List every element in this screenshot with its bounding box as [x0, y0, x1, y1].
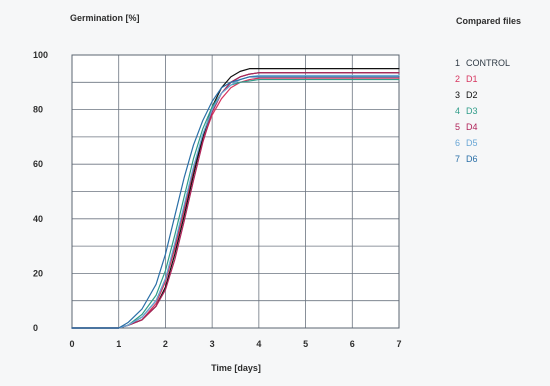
legend-item-number: 6 — [454, 138, 460, 148]
series-layer — [71, 68, 400, 329]
x-tick-label: 5 — [303, 339, 308, 349]
x-tick-labels: 0 1 2 3 4 5 6 7 — [69, 339, 401, 349]
legend-item-number: 2 — [454, 74, 460, 84]
legend-item: 5 D4 — [448, 119, 543, 135]
legend-item: 3 D2 — [448, 87, 543, 103]
legend-item: 2 D1 — [448, 71, 543, 87]
legend-item-label: D2 — [466, 90, 478, 100]
y-tick-label: 40 — [33, 214, 43, 224]
x-tick-label: 6 — [350, 339, 355, 349]
legend-item-label: D1 — [466, 74, 478, 84]
legend-item-label: D4 — [466, 122, 478, 132]
series-line-d5 — [71, 74, 400, 329]
y-tick-label: 0 — [33, 323, 38, 333]
legend-item: 4 D3 — [448, 103, 543, 119]
legend-item-label: CONTROL — [466, 58, 511, 68]
plot-frame — [71, 54, 400, 329]
series-line-d3 — [71, 78, 400, 329]
series-line-d6 — [71, 76, 400, 329]
legend-item: 7 D6 — [448, 151, 543, 167]
legend-item-number: 3 — [454, 90, 460, 100]
legend-item-label: D5 — [466, 138, 478, 148]
x-tick-label: 1 — [116, 339, 121, 349]
legend-item-number: 1 — [454, 58, 460, 68]
legend-item-label: D6 — [466, 154, 478, 164]
legend-title: Compared files — [456, 16, 522, 26]
legend-item: 1 CONTROL — [448, 55, 543, 71]
x-tick-label: 7 — [396, 339, 401, 349]
x-tick-label: 4 — [256, 339, 261, 349]
x-tick-label: 3 — [210, 339, 215, 349]
y-tick-label: 100 — [33, 50, 48, 60]
legend: 1 CONTROL 2 D1 3 D2 4 D3 5 D4 6 D5 7 D6 — [448, 55, 543, 167]
series-line-d4 — [71, 72, 400, 329]
y-tick-label: 60 — [33, 159, 43, 169]
legend-item-label: D3 — [466, 106, 478, 116]
legend-item: 6 D5 — [448, 135, 543, 151]
plot-area — [71, 54, 400, 329]
y-tick-labels: 0 20 40 60 80 100 — [33, 50, 48, 333]
y-tick-label: 80 — [33, 105, 43, 115]
x-tick-label: 2 — [163, 339, 168, 349]
x-axis-label: Time [days] — [211, 363, 261, 373]
x-tick-label: 0 — [69, 339, 74, 349]
y-axis-label: Germination [%] — [70, 13, 140, 23]
legend-item-number: 4 — [454, 106, 460, 116]
y-tick-label: 20 — [33, 268, 43, 278]
legend-item-number: 5 — [454, 122, 460, 132]
legend-item-number: 7 — [454, 154, 460, 164]
